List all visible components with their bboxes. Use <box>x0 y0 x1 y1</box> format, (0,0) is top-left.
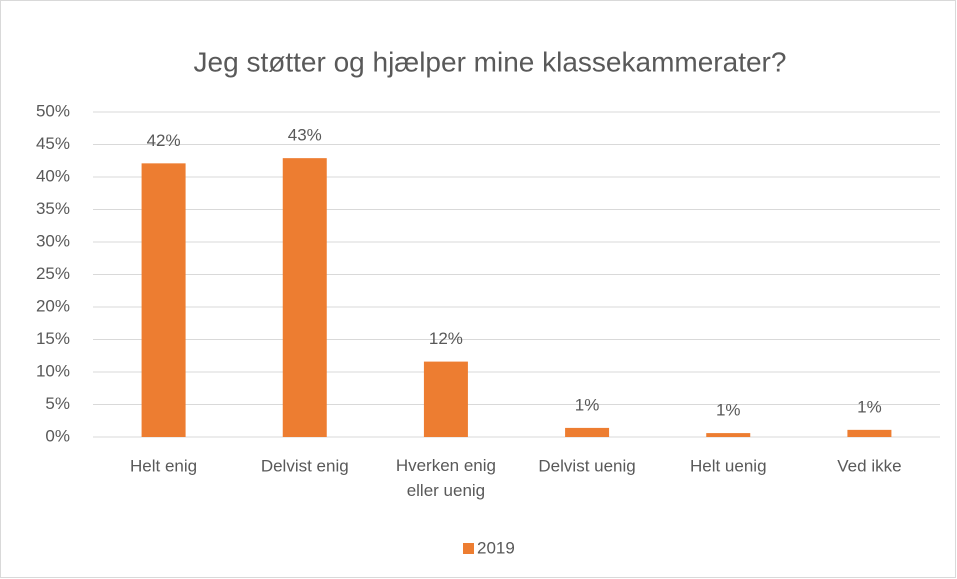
y-tick-label: 30% <box>36 231 70 250</box>
y-tick-label: 20% <box>36 296 70 315</box>
bar <box>423 361 468 437</box>
data-label: 1% <box>716 401 741 420</box>
bar <box>282 158 327 437</box>
x-tick-label: Delvist uenig <box>538 456 635 475</box>
y-tick-label: 40% <box>36 166 70 185</box>
chart-title: Jeg støtter og hjælper mine klassekammer… <box>194 46 787 77</box>
y-tick-label: 45% <box>36 134 70 153</box>
bar <box>565 427 610 437</box>
x-tick-label: Helt uenig <box>690 456 767 475</box>
x-tick-label: Helt enig <box>130 456 197 475</box>
y-tick-label: 5% <box>45 394 70 413</box>
y-tick-label: 50% <box>36 101 70 120</box>
bar <box>141 163 186 437</box>
data-label: 42% <box>147 131 181 150</box>
legend-label: 2019 <box>477 538 515 557</box>
x-tick-label: Hverken enig eller uenig <box>396 456 496 500</box>
x-tick-label: Delvist enig <box>261 456 349 475</box>
legend-swatch <box>463 543 474 554</box>
y-tick-label: 0% <box>45 426 70 445</box>
y-tick-label: 15% <box>36 329 70 348</box>
y-tick-label: 10% <box>36 361 70 380</box>
x-tick-label: Ved ikke <box>837 456 901 475</box>
bar <box>706 433 751 437</box>
data-label: 12% <box>429 329 463 348</box>
y-tick-label: 25% <box>36 264 70 283</box>
data-label: 1% <box>857 397 882 416</box>
data-label: 1% <box>575 395 600 414</box>
bar <box>847 429 892 437</box>
data-label: 43% <box>288 126 322 145</box>
y-tick-label: 35% <box>36 199 70 218</box>
